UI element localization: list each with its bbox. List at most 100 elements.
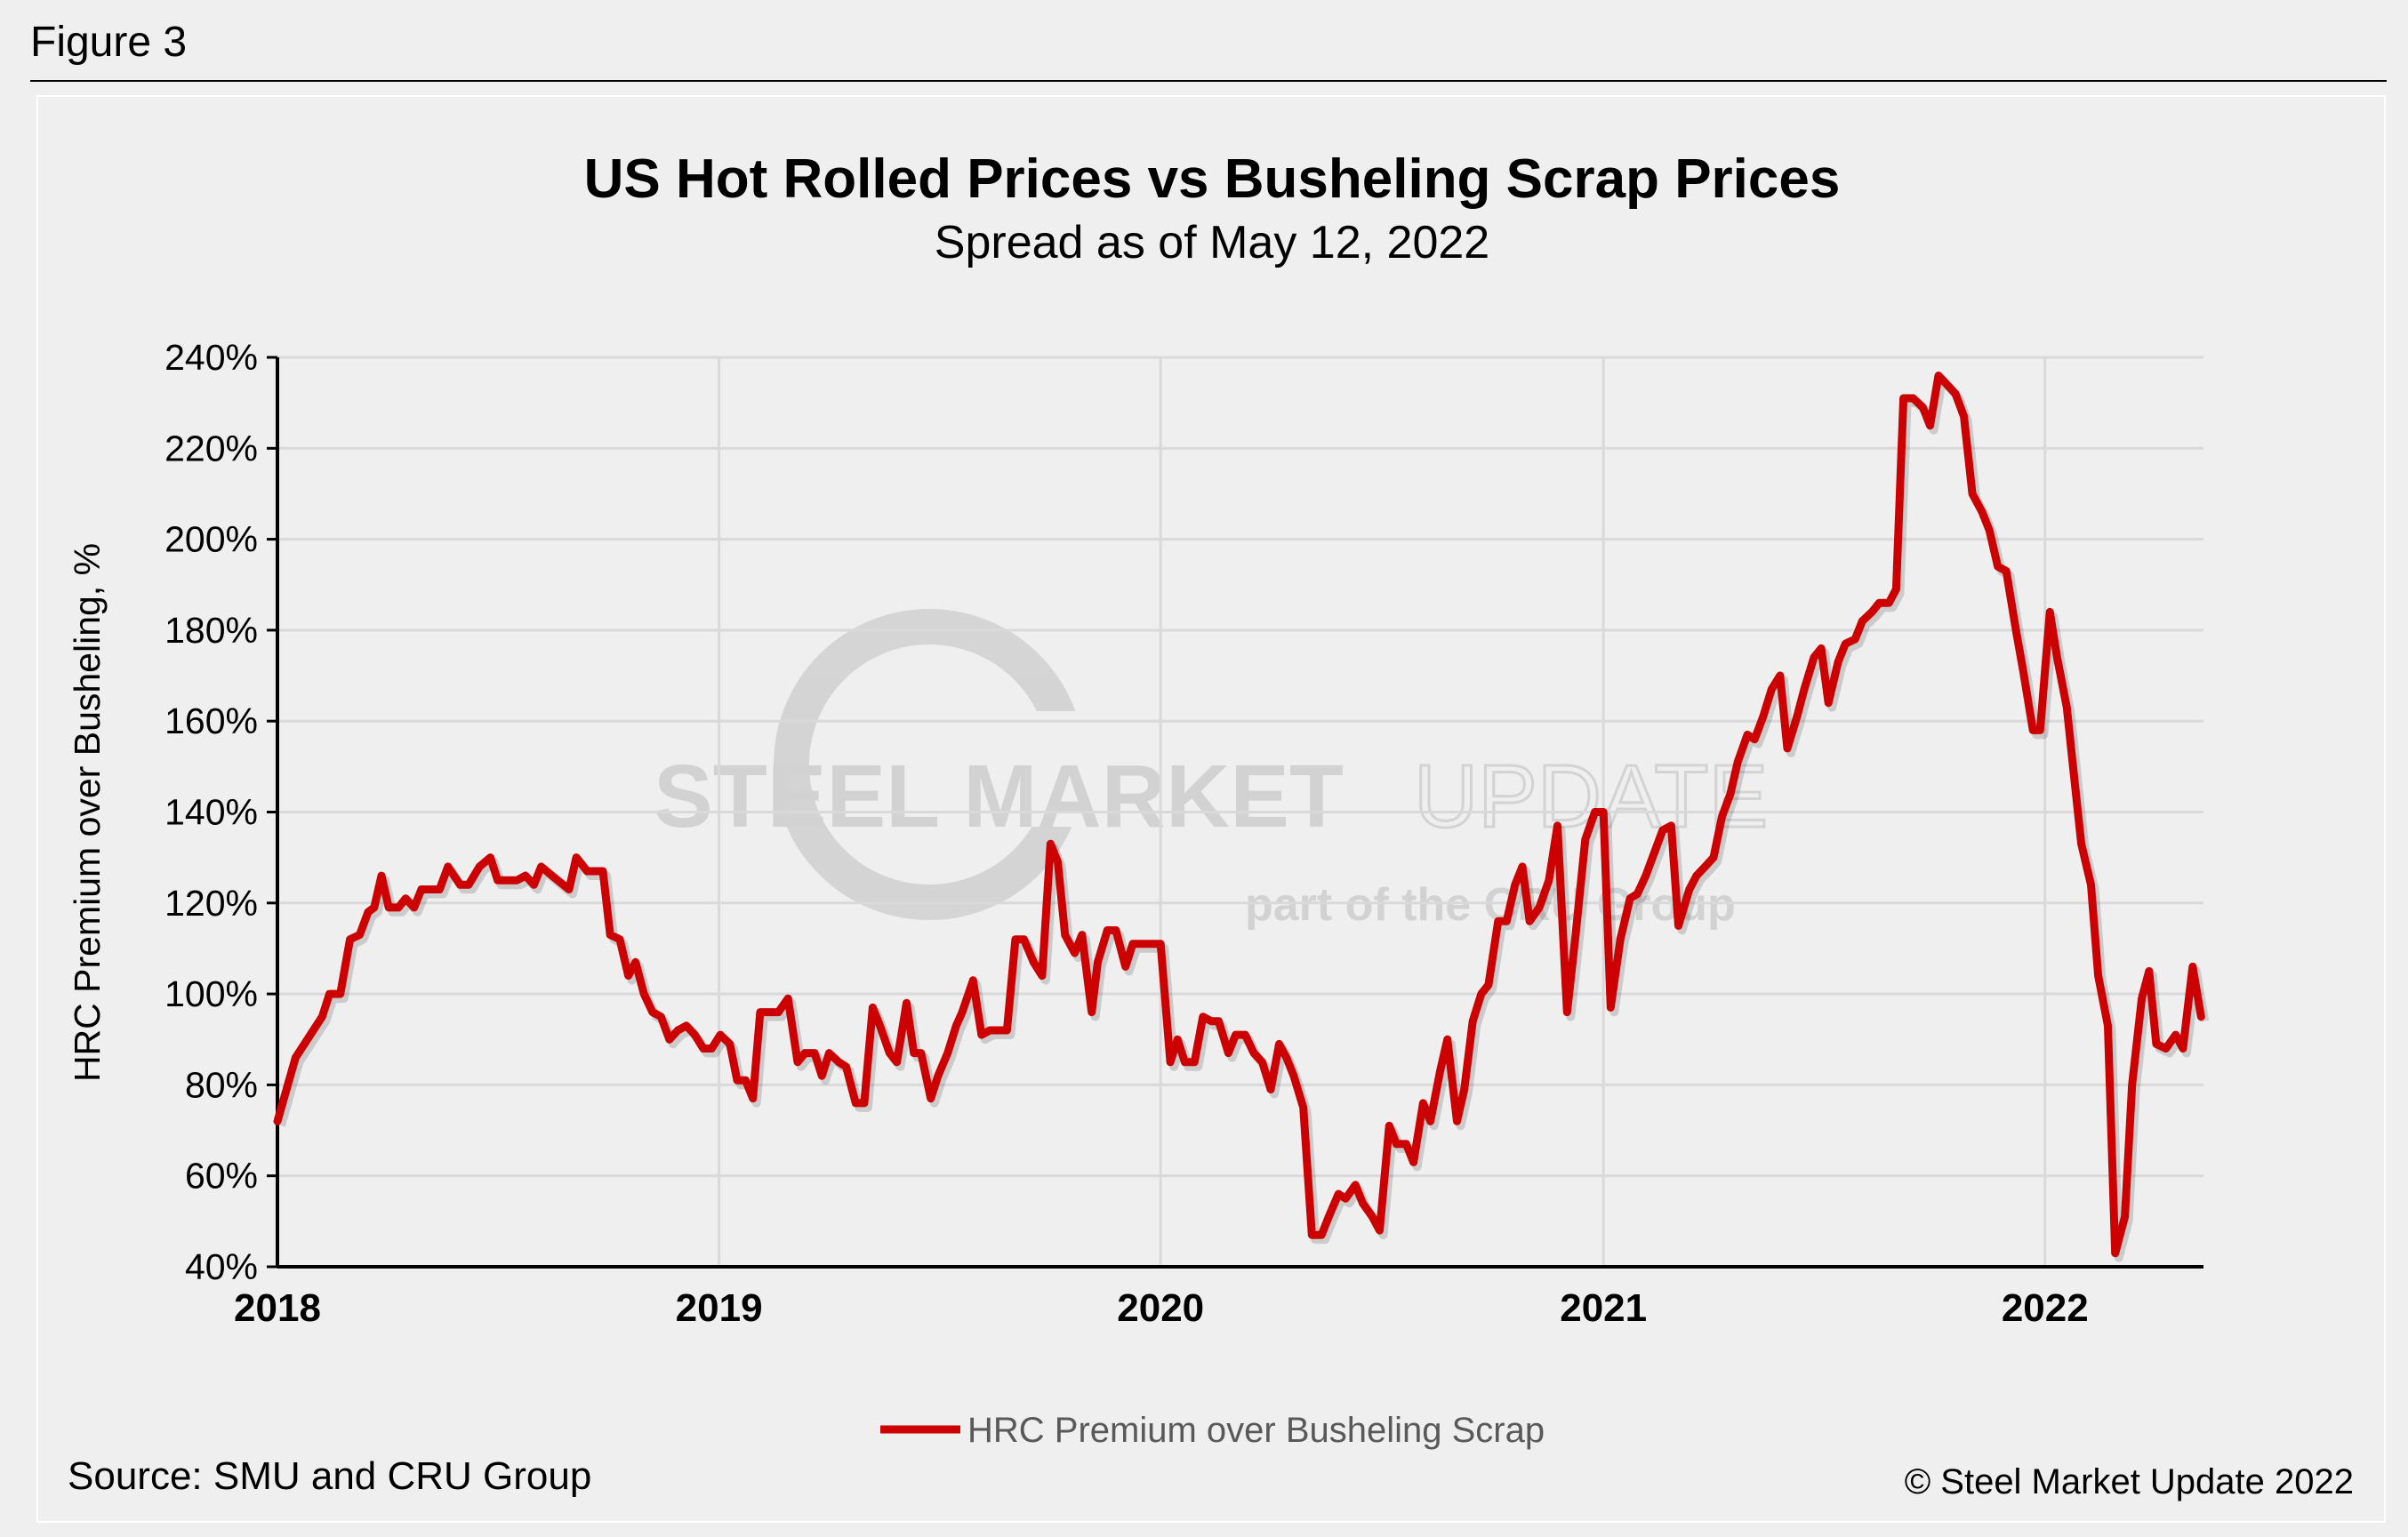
data-point (1678, 925, 1680, 926)
data-point (1566, 1012, 1568, 1013)
data-point (937, 1075, 939, 1077)
data-point (896, 1061, 898, 1063)
data-point (1261, 1061, 1263, 1063)
data-point (1946, 384, 1948, 386)
data-point (1594, 812, 1596, 813)
data-point (821, 1075, 823, 1077)
data-point (2148, 971, 2150, 973)
data-point (1922, 406, 1923, 408)
data-point (1548, 879, 1550, 881)
data-point (2141, 997, 2143, 999)
data-point (1713, 857, 1714, 859)
data-point (1064, 934, 1066, 936)
data-point (1320, 1234, 1322, 1236)
data-point (752, 1098, 754, 1100)
data-point (1861, 620, 1863, 622)
data-point (602, 870, 604, 872)
data-point (1032, 961, 1034, 963)
data-point (1556, 825, 1558, 827)
data-point (373, 907, 375, 909)
data-point (1670, 825, 1672, 827)
data-point (989, 1029, 991, 1031)
data-point (871, 1006, 873, 1008)
y-tick-label: 160% (165, 700, 258, 741)
data-point (1878, 602, 1880, 604)
data-point (1202, 1016, 1204, 1018)
data-point (2155, 1043, 2157, 1045)
data-point (1696, 875, 1698, 877)
copyright-note: © Steel Market Update 2022 (1905, 1462, 2354, 1501)
data-point (1235, 1034, 1237, 1036)
series-layer (273, 372, 2210, 1262)
data-point (2039, 729, 2041, 731)
data-point (1754, 739, 1755, 740)
data-point (1270, 1089, 1272, 1091)
y-tick-label: 120% (165, 883, 258, 924)
data-point (759, 1012, 761, 1013)
data-point (1636, 893, 1638, 895)
data-point (2107, 1025, 2109, 1027)
data-point (1160, 943, 1161, 945)
data-point (1645, 875, 1647, 877)
data-point (1023, 939, 1024, 941)
data-point (1106, 929, 1108, 931)
data-point (1954, 393, 1956, 395)
data-point (381, 875, 382, 877)
data-point (1293, 1075, 1295, 1077)
data-point (2005, 570, 2007, 572)
data-point (1371, 1216, 1373, 1218)
data-point (1505, 920, 1507, 922)
data-point (729, 1043, 731, 1045)
svg-text:STEEL MARKET: STEEL MARKET (654, 747, 1344, 846)
data-point (1091, 1012, 1093, 1013)
data-point (845, 1066, 847, 1068)
data-point (1149, 943, 1151, 945)
data-point (777, 1012, 779, 1013)
data-point (2165, 1047, 2167, 1049)
data-point (1422, 1102, 1424, 1104)
data-point (568, 888, 570, 890)
data-point (2175, 1034, 2177, 1036)
data-point (736, 1079, 738, 1081)
data-point (619, 939, 621, 941)
data-point (930, 1098, 932, 1100)
data-point (1115, 929, 1117, 931)
data-point (1497, 920, 1499, 922)
data-point (905, 1002, 907, 1004)
data-point (2098, 975, 2099, 977)
data-point (1619, 939, 1621, 941)
data-point (1337, 1193, 1339, 1195)
data-point (972, 980, 974, 981)
chart-subtitle: Spread as of May 12, 2022 (935, 217, 1489, 268)
data-point (1132, 943, 1134, 945)
data-point (1447, 1038, 1449, 1040)
data-point (1903, 397, 1905, 399)
x-tick-label: 2021 (1560, 1286, 1647, 1330)
data-point (1279, 1043, 1280, 1045)
data-point (359, 934, 361, 936)
data-point (2073, 775, 2075, 777)
data-point (1837, 661, 1839, 663)
data-point (1184, 1061, 1185, 1063)
data-point (497, 879, 499, 881)
data-point (1981, 511, 1983, 513)
data-point (1813, 657, 1815, 659)
data-point (2182, 1047, 2184, 1049)
data-point (1388, 1125, 1390, 1126)
data-point (1244, 1034, 1246, 1036)
data-point (1041, 975, 1043, 977)
y-tick-label: 40% (185, 1246, 258, 1287)
data-point (702, 1047, 704, 1049)
y-tick-label: 180% (165, 610, 258, 651)
y-tick-label: 60% (185, 1156, 258, 1197)
chart-frame (36, 95, 2386, 1523)
labels-layer: US Hot Rolled Prices vs Busheling Scrap … (67, 148, 2354, 1501)
data-point (635, 961, 637, 963)
data-point (1521, 866, 1523, 868)
chart-title: US Hot Rolled Prices vs Busheling Scrap … (584, 148, 1841, 210)
data-point (1912, 397, 1914, 399)
x-tick-label: 2019 (676, 1286, 763, 1330)
x-tick-label: 2018 (234, 1286, 321, 1330)
data-point (1405, 1143, 1407, 1145)
